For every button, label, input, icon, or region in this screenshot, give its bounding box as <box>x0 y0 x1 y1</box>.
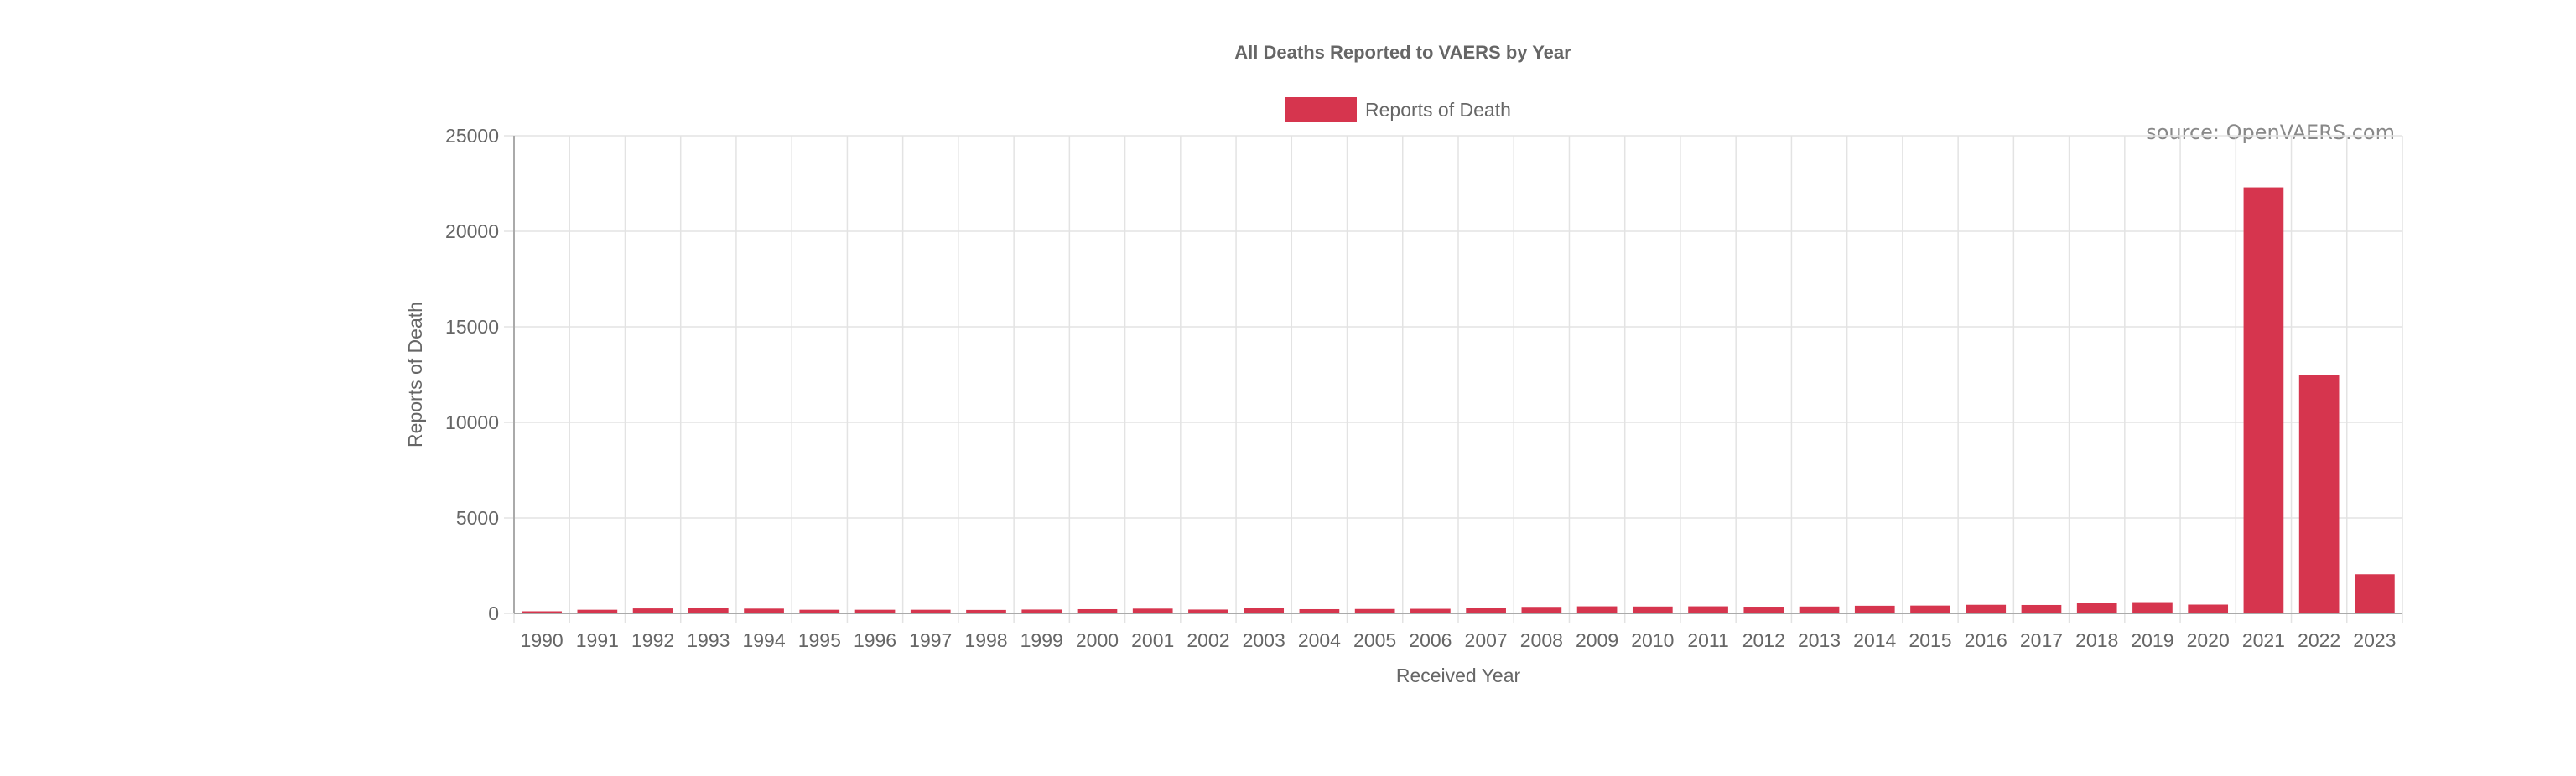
legend-swatch <box>1285 97 1357 122</box>
bar-2007[interactable] <box>1466 608 1506 613</box>
x-tick-label: 1995 <box>798 629 841 651</box>
y-tick-label: 5000 <box>456 507 499 529</box>
x-tick-label: 2003 <box>1243 629 1285 651</box>
bar-1998[interactable] <box>966 609 1006 613</box>
x-tick-label: 2005 <box>1353 629 1396 651</box>
bar-1991[interactable] <box>577 609 618 613</box>
x-tick-label: 1991 <box>576 629 619 651</box>
bar-1996[interactable] <box>854 609 896 613</box>
bar-2023[interactable] <box>2355 574 2395 613</box>
x-tick-label: 2018 <box>2075 629 2118 651</box>
bar-2008[interactable] <box>1521 607 1562 613</box>
bar-2011[interactable] <box>1688 606 1728 613</box>
bar-2019[interactable] <box>2132 602 2173 613</box>
bar-2010[interactable] <box>1632 606 1673 613</box>
x-tick-label: 2020 <box>2187 629 2230 651</box>
bar-1993[interactable] <box>688 608 729 613</box>
x-axis-title: Received Year <box>1396 665 1521 686</box>
bar-2016[interactable] <box>1966 604 2007 613</box>
legend[interactable]: Reports of Death <box>1285 97 1511 122</box>
bar-1992[interactable] <box>632 608 673 613</box>
bar-1994[interactable] <box>744 608 784 613</box>
bar-2000[interactable] <box>1077 608 1118 613</box>
bars <box>522 187 2395 613</box>
x-tick-label: 2002 <box>1187 629 1229 651</box>
bar-2015[interactable] <box>1910 605 1950 613</box>
x-tick-label: 2009 <box>1576 629 1618 651</box>
x-tick-label: 2023 <box>2353 629 2396 651</box>
legend-label: Reports of Death <box>1365 99 1511 121</box>
x-tick-label: 2012 <box>1742 629 1785 651</box>
y-axis-ticks: 0 5000 10000 15000 20000 25000 <box>445 125 514 624</box>
bar-2003[interactable] <box>1244 608 1285 613</box>
chart-title: All Deaths Reported to VAERS by Year <box>1234 42 1571 63</box>
bar-2022[interactable] <box>2298 375 2340 613</box>
x-tick-label: 2019 <box>2131 629 2174 651</box>
x-tick-label: 1992 <box>631 629 674 651</box>
bar-2018[interactable] <box>2076 603 2117 613</box>
x-axis-ticks: 1990 1991 1992 1993 1994 1995 1996 1997 1998 1999… <box>521 629 2397 651</box>
y-tick-label: 20000 <box>445 220 499 242</box>
bar-2014[interactable] <box>1854 605 1895 613</box>
x-tick-label: 2021 <box>2242 629 2285 651</box>
x-tick-label: 2015 <box>1909 629 1951 651</box>
y-tick-label: 0 <box>488 603 499 624</box>
x-tick-label: 1990 <box>521 629 564 651</box>
x-tick-label: 2011 <box>1687 629 1728 651</box>
bar-2012[interactable] <box>1743 607 1784 613</box>
x-tick-label: 2017 <box>2020 629 2063 651</box>
x-tick-label: 2016 <box>1965 629 2007 651</box>
x-tick-label: 2006 <box>1409 629 1452 651</box>
x-tick-label: 2008 <box>1520 629 1563 651</box>
x-tick-label: 2004 <box>1298 629 1341 651</box>
x-tick-label: 1996 <box>854 629 896 651</box>
bar-2021[interactable] <box>2243 187 2284 613</box>
bar-2002[interactable] <box>1188 609 1228 613</box>
x-tick-label: 1994 <box>742 629 785 651</box>
source-note: source: OpenVAERS.com <box>2146 121 2395 144</box>
x-tick-label: 1997 <box>909 629 952 651</box>
x-tick-label: 2013 <box>1798 629 1841 651</box>
y-tick-label: 15000 <box>445 316 499 338</box>
bar-1995[interactable] <box>799 609 840 613</box>
y-tick-label: 10000 <box>445 411 499 433</box>
x-tick-label: 1999 <box>1021 629 1063 651</box>
bar-2013[interactable] <box>1799 606 1840 613</box>
x-tick-label: 2001 <box>1131 629 1174 651</box>
bar-2001[interactable] <box>1132 608 1173 613</box>
bar-1997[interactable] <box>910 609 951 613</box>
bar-2006[interactable] <box>1410 608 1451 613</box>
y-tick-label: 25000 <box>445 125 499 147</box>
bar-2017[interactable] <box>2021 604 2062 613</box>
x-tick-label: 1998 <box>964 629 1007 651</box>
bar-2005[interactable] <box>1354 608 1395 613</box>
x-tick-label: 2000 <box>1076 629 1119 651</box>
x-tick-label: 1993 <box>687 629 730 651</box>
bar-2009[interactable] <box>1576 606 1618 613</box>
y-axis-title: Reports of Death <box>404 302 426 447</box>
x-tick-label: 2014 <box>1853 629 1896 651</box>
x-tick-label: 2007 <box>1465 629 1508 651</box>
bar-1990[interactable] <box>522 611 562 613</box>
grid <box>513 135 2403 623</box>
x-tick-label: 2010 <box>1631 629 1674 651</box>
x-tick-label: 2022 <box>2298 629 2340 651</box>
bar-2020[interactable] <box>2188 604 2229 613</box>
bar-1999[interactable] <box>1021 609 1062 613</box>
bar-2004[interactable] <box>1299 608 1340 613</box>
